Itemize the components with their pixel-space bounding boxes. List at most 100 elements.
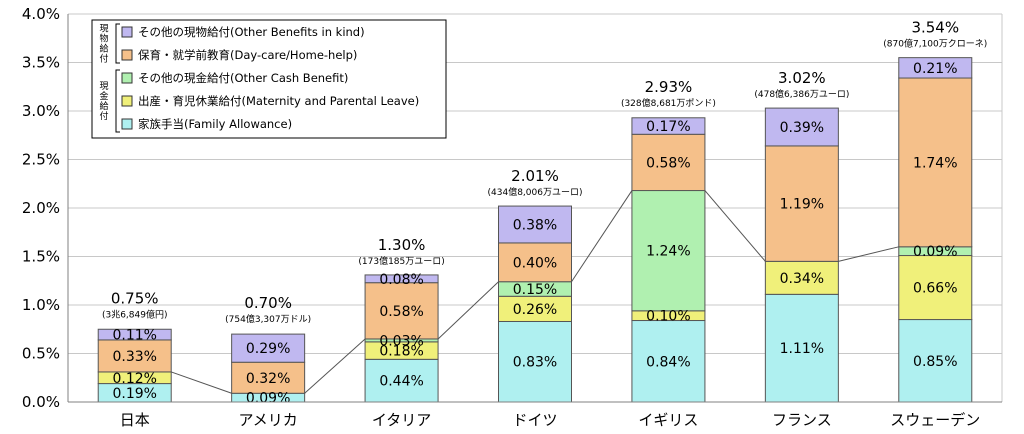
amount-label: (478億6,386万ユーロ) [754, 88, 849, 100]
connector-line [171, 371, 232, 394]
amount-label: (3兆6,849億円) [102, 308, 168, 320]
connector-line [571, 190, 633, 282]
amount-label: (870億7,100万クローネ) [883, 38, 987, 50]
total-label: 0.70% [244, 294, 292, 312]
bar-segment [631, 190, 706, 312]
segment-label: 1.11% [780, 341, 824, 357]
x-category-label: 日本 [120, 411, 150, 429]
bar-segment [364, 358, 439, 403]
segment-label: 0.58% [646, 155, 690, 171]
segment-label: 0.32% [246, 371, 290, 387]
segment-label: 0.17% [646, 119, 690, 135]
x-category-label: イタリア [372, 411, 431, 429]
bar-segment [764, 107, 839, 147]
total-label: 2.93% [645, 78, 693, 96]
bar-segment [97, 339, 172, 373]
y-tick-label: 4.0% [22, 5, 60, 23]
legend-entry: その他の現物給付(Other Benefits in kind) [138, 25, 365, 39]
x-category-label: ドイツ [512, 411, 557, 429]
x-category-label: アメリカ [239, 411, 298, 429]
segment-label: 0.19% [112, 386, 156, 402]
bar-segment [631, 117, 706, 135]
segment-label: 0.09% [913, 244, 957, 260]
segment-label: 0.83% [513, 355, 557, 371]
y-tick-label: 0.5% [22, 345, 60, 363]
bar-segment [898, 255, 973, 321]
segment-label: 0.10% [646, 309, 690, 325]
segment-label: 0.40% [513, 255, 557, 271]
y-tick-label: 3.5% [22, 54, 60, 72]
legend-group-bracket [115, 23, 120, 64]
x-category-label: フランス [772, 411, 832, 429]
segment-label: 0.21% [913, 61, 957, 77]
segment-label: 0.44% [379, 374, 423, 390]
legend: その他の現物給付(Other Benefits in kind) 保育・就学前教育… [91, 19, 447, 139]
amount-label: (328億8,681万ポンド) [621, 97, 716, 109]
segment-label: 0.29% [246, 341, 290, 357]
segment-label: 0.11% [112, 328, 156, 344]
segment-label: 0.09% [246, 391, 290, 407]
connector-line [838, 246, 899, 262]
segment-label: 0.18% [379, 344, 423, 360]
bar-segment [764, 145, 839, 262]
legend-group-label: 現金給付 [99, 81, 108, 122]
legend-swatch [121, 26, 133, 38]
y-tick-label: 1.5% [22, 248, 60, 266]
amount-label: (754億3,307万ドル) [225, 313, 311, 325]
y-axis: 0.0% 0.5% 1.0% 1.5% 2.0% 2.5% 3.0% 3.5% 4.0% [22, 5, 69, 411]
segment-label: 0.34% [780, 271, 824, 287]
segment-label: 0.33% [112, 349, 156, 365]
y-tick-label: 3.0% [22, 102, 60, 120]
bar-segment [498, 320, 572, 403]
legend-box [91, 19, 447, 139]
segment-label: 0.03% [379, 333, 423, 349]
segment-label: 0.15% [513, 282, 557, 298]
bar-segment [631, 320, 706, 403]
x-category-label: スウェーデン [890, 411, 980, 429]
bar-segment [231, 361, 306, 394]
segment-label: 1.19% [780, 197, 824, 213]
segment-label: 0.08% [379, 272, 423, 288]
total-label: 3.02% [778, 69, 826, 87]
bar-segment [97, 328, 172, 341]
segment-label: 1.74% [913, 155, 957, 171]
bar-segment [498, 242, 572, 283]
cash-benefit-connector-lines [171, 190, 899, 394]
connector-line [704, 190, 766, 262]
y-tick-label: 1.0% [22, 296, 60, 314]
stacked-bars [97, 57, 973, 403]
legend-swatch [121, 49, 133, 61]
segment-label: 0.26% [513, 302, 557, 318]
segment-labels: 0.19%0.12% 0.33% 0.11% 0.09% 0.32% 0.29% 0.44%… [112, 61, 957, 407]
segment-label: 0.58% [379, 304, 423, 320]
connector-line [304, 338, 366, 394]
bar-segment [764, 260, 839, 295]
connector-line [437, 281, 499, 340]
legend-entry: 保育・就学前教育(Day-care/Home-help) [138, 48, 357, 62]
total-label: 2.01% [511, 167, 559, 185]
y-tick-label: 0.0% [22, 393, 60, 411]
segment-label: 0.84% [646, 354, 690, 370]
legend-swatch [121, 118, 133, 130]
segment-label: 0.38% [513, 217, 557, 233]
amount-label: (173億185万ユーロ) [358, 255, 444, 267]
legend-swatch [121, 72, 133, 84]
segment-label: 0.85% [913, 354, 957, 370]
legend-entry: 家族手当(Family Allowance) [138, 117, 292, 131]
bar-segment [898, 77, 973, 248]
segment-label: 0.12% [112, 371, 156, 387]
bar-segment [898, 319, 973, 403]
bar-segment [898, 57, 973, 79]
legend-group-bracket [115, 69, 120, 133]
segment-label: 1.24% [646, 244, 690, 260]
legend-group-label: 現物給付 [99, 24, 108, 65]
legend-entry: 出産・育児休業給付(Maternity and Parental Leave) [138, 94, 419, 108]
total-labels: 0.75%(3兆6,849億円) 0.70%(754億3,307万ドル) 1.30%… [102, 19, 987, 325]
x-category-label: イギリス [638, 411, 698, 429]
legend-swatch [121, 95, 133, 107]
total-label: 1.30% [378, 236, 426, 254]
legend-entry: その他の現金給付(Other Cash Benefit) [138, 71, 348, 85]
y-tick-label: 2.5% [22, 151, 60, 169]
amount-label: (434億8,006万ユーロ) [488, 186, 583, 198]
